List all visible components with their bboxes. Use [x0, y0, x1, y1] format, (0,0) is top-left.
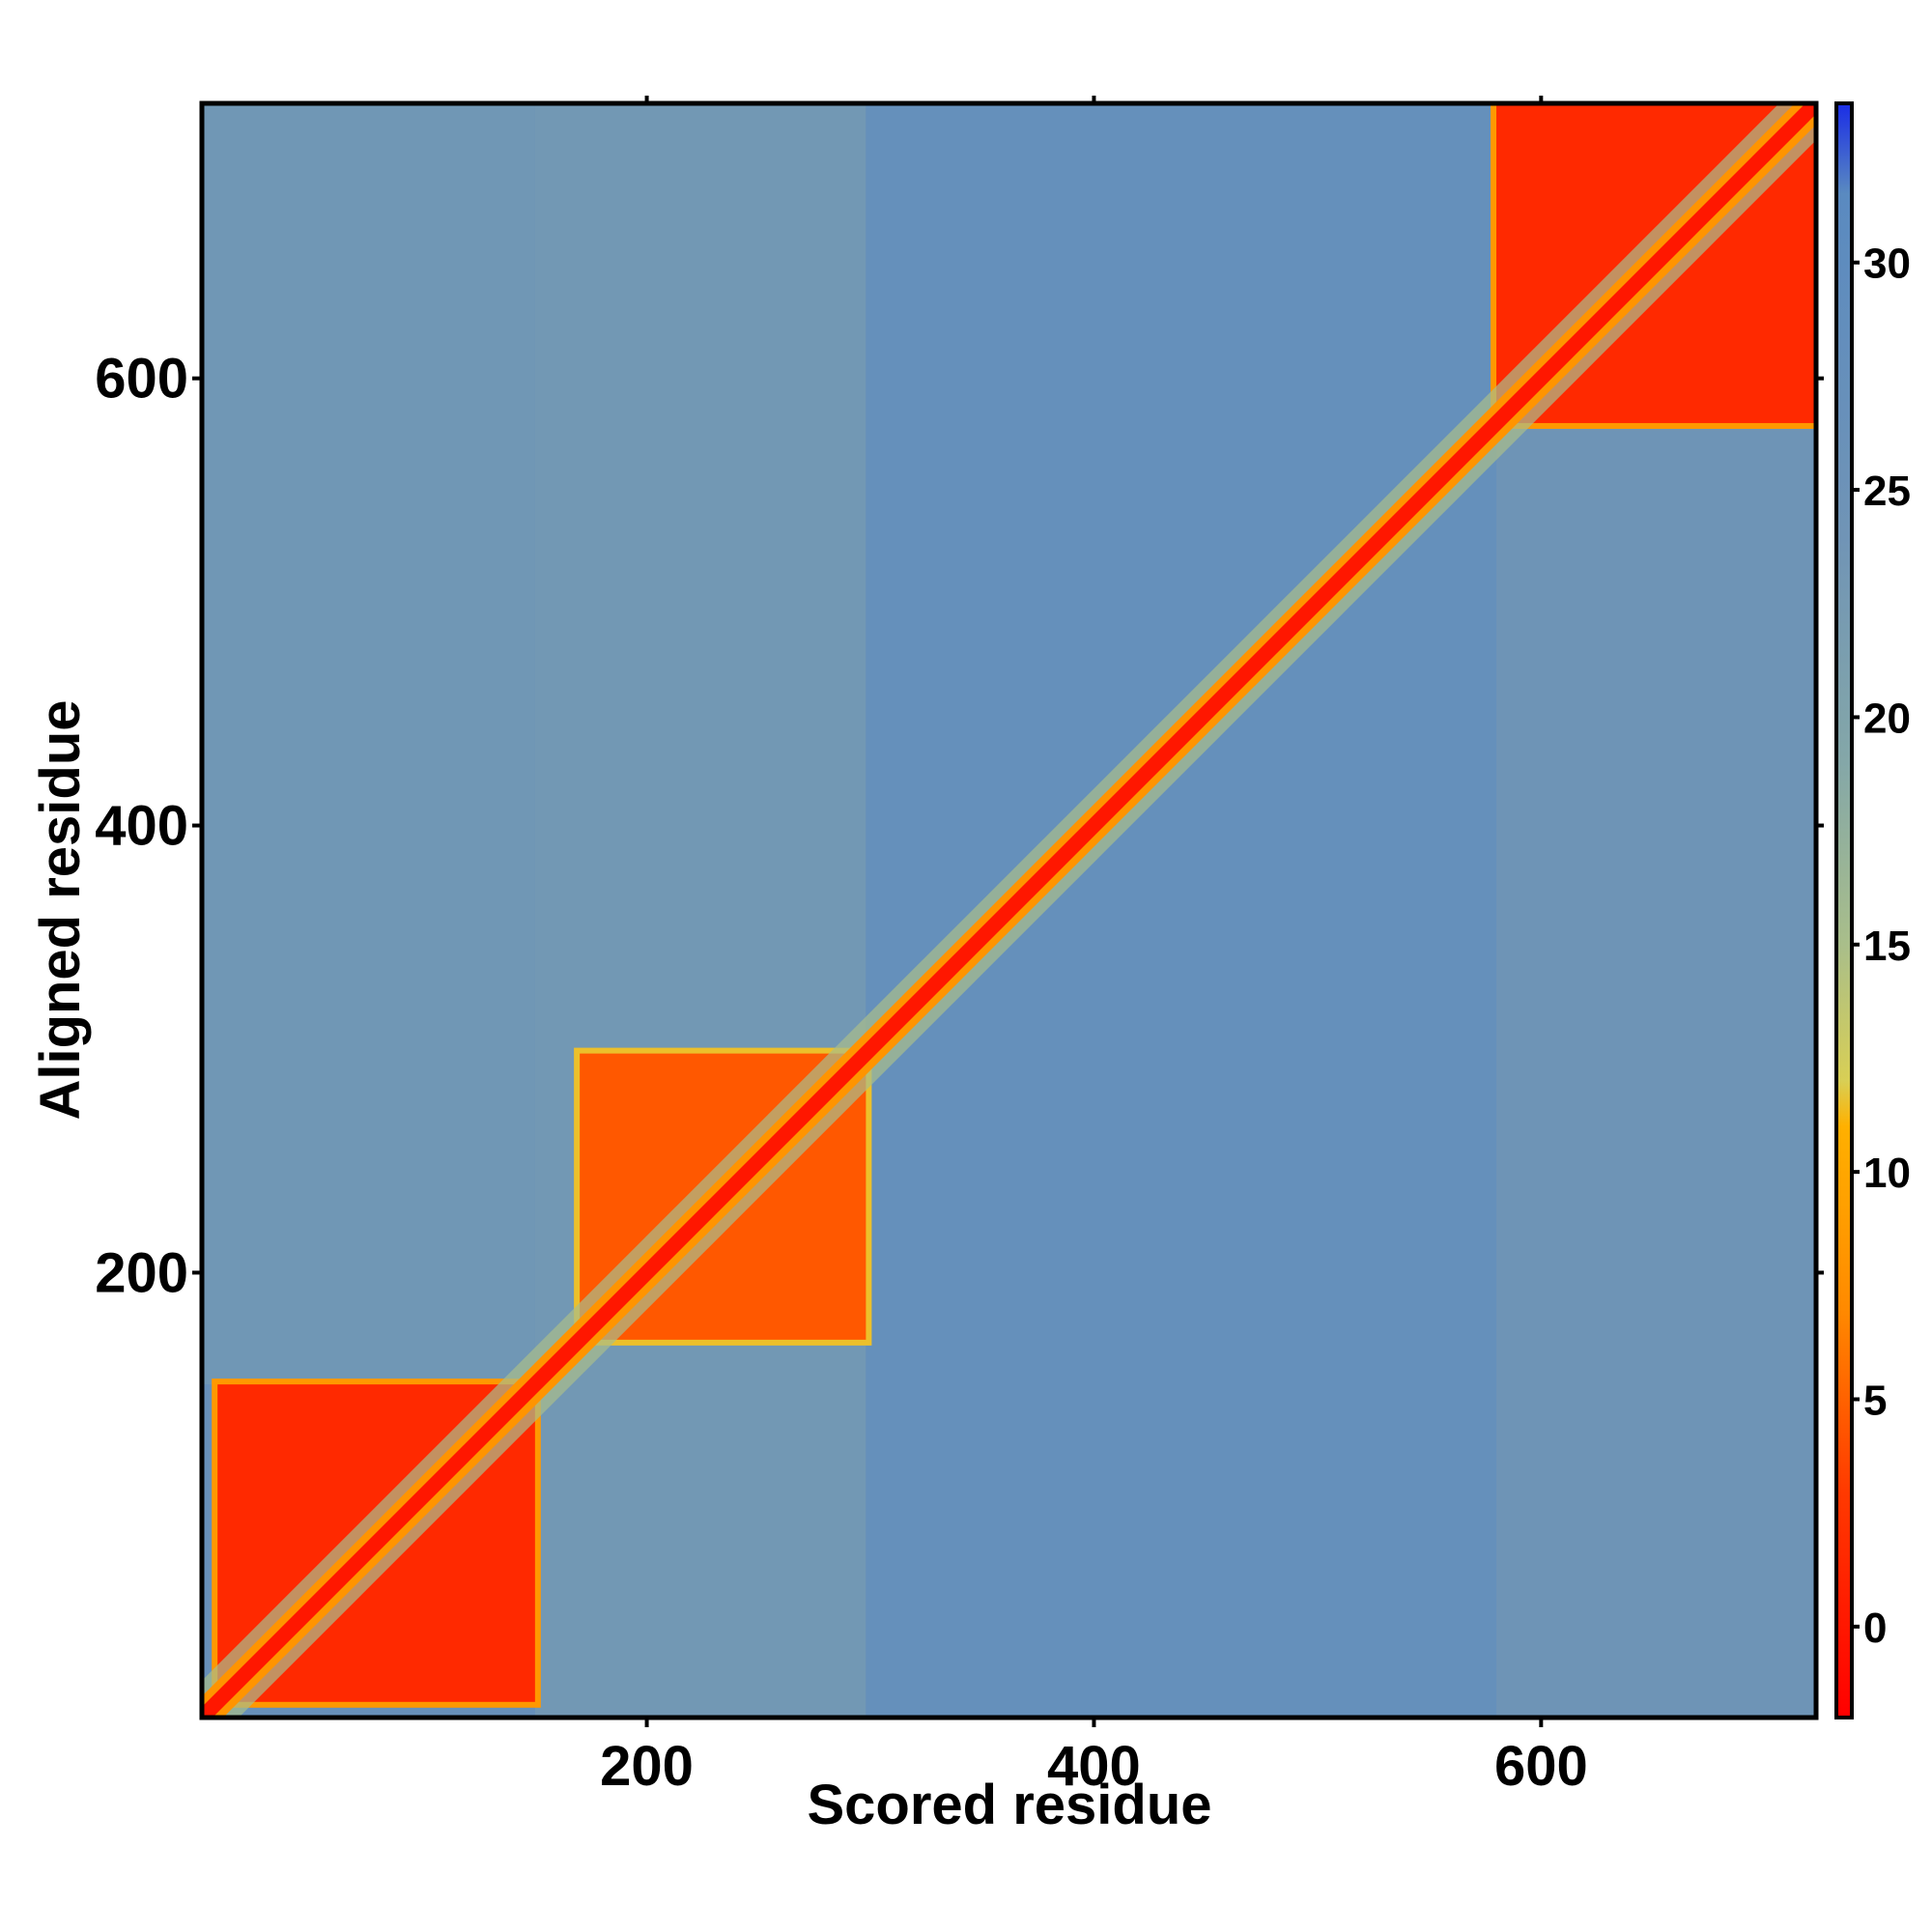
colorbar-frame	[1834, 101, 1854, 1719]
colorbar: 0 5 10 15 20 25 30	[1834, 101, 1911, 1719]
colorbar-tick-label: 15	[1863, 923, 1911, 970]
y-tick-label: 200	[95, 1241, 188, 1304]
x-tick-label: 200	[600, 1735, 694, 1798]
inter-domain-region	[866, 103, 1497, 1718]
y-axis-title: Aligned residue	[29, 699, 92, 1120]
x-tick-label: 600	[1494, 1735, 1588, 1798]
x-axis: 200 400 600	[600, 96, 1588, 1798]
inter-domain-region	[1496, 422, 1816, 1718]
colorbar-tick-label: 25	[1863, 468, 1911, 515]
y-tick-label: 400	[95, 795, 188, 858]
x-axis-title: Scored residue	[807, 1774, 1211, 1836]
plot-frame	[199, 100, 1819, 1720]
colorbar-tick-label: 30	[1863, 241, 1911, 288]
y-tick-label: 600	[95, 348, 188, 411]
colorbar-gradient	[1836, 103, 1852, 1718]
diagonal-line	[202, 103, 1816, 1718]
inter-domain-region	[202, 103, 535, 1385]
colorbar-tick-label: 20	[1863, 695, 1911, 742]
colorbar-tick-label: 10	[1863, 1150, 1911, 1197]
colorbar-tick-label: 5	[1863, 1378, 1887, 1425]
y-axis: 200 400 600	[95, 348, 1824, 1304]
colorbar-tick-label: 0	[1863, 1605, 1887, 1652]
x-tick-label: 400	[1047, 1735, 1141, 1798]
inter-domain-region	[534, 103, 867, 1718]
heatmap-area	[202, 103, 1816, 1718]
